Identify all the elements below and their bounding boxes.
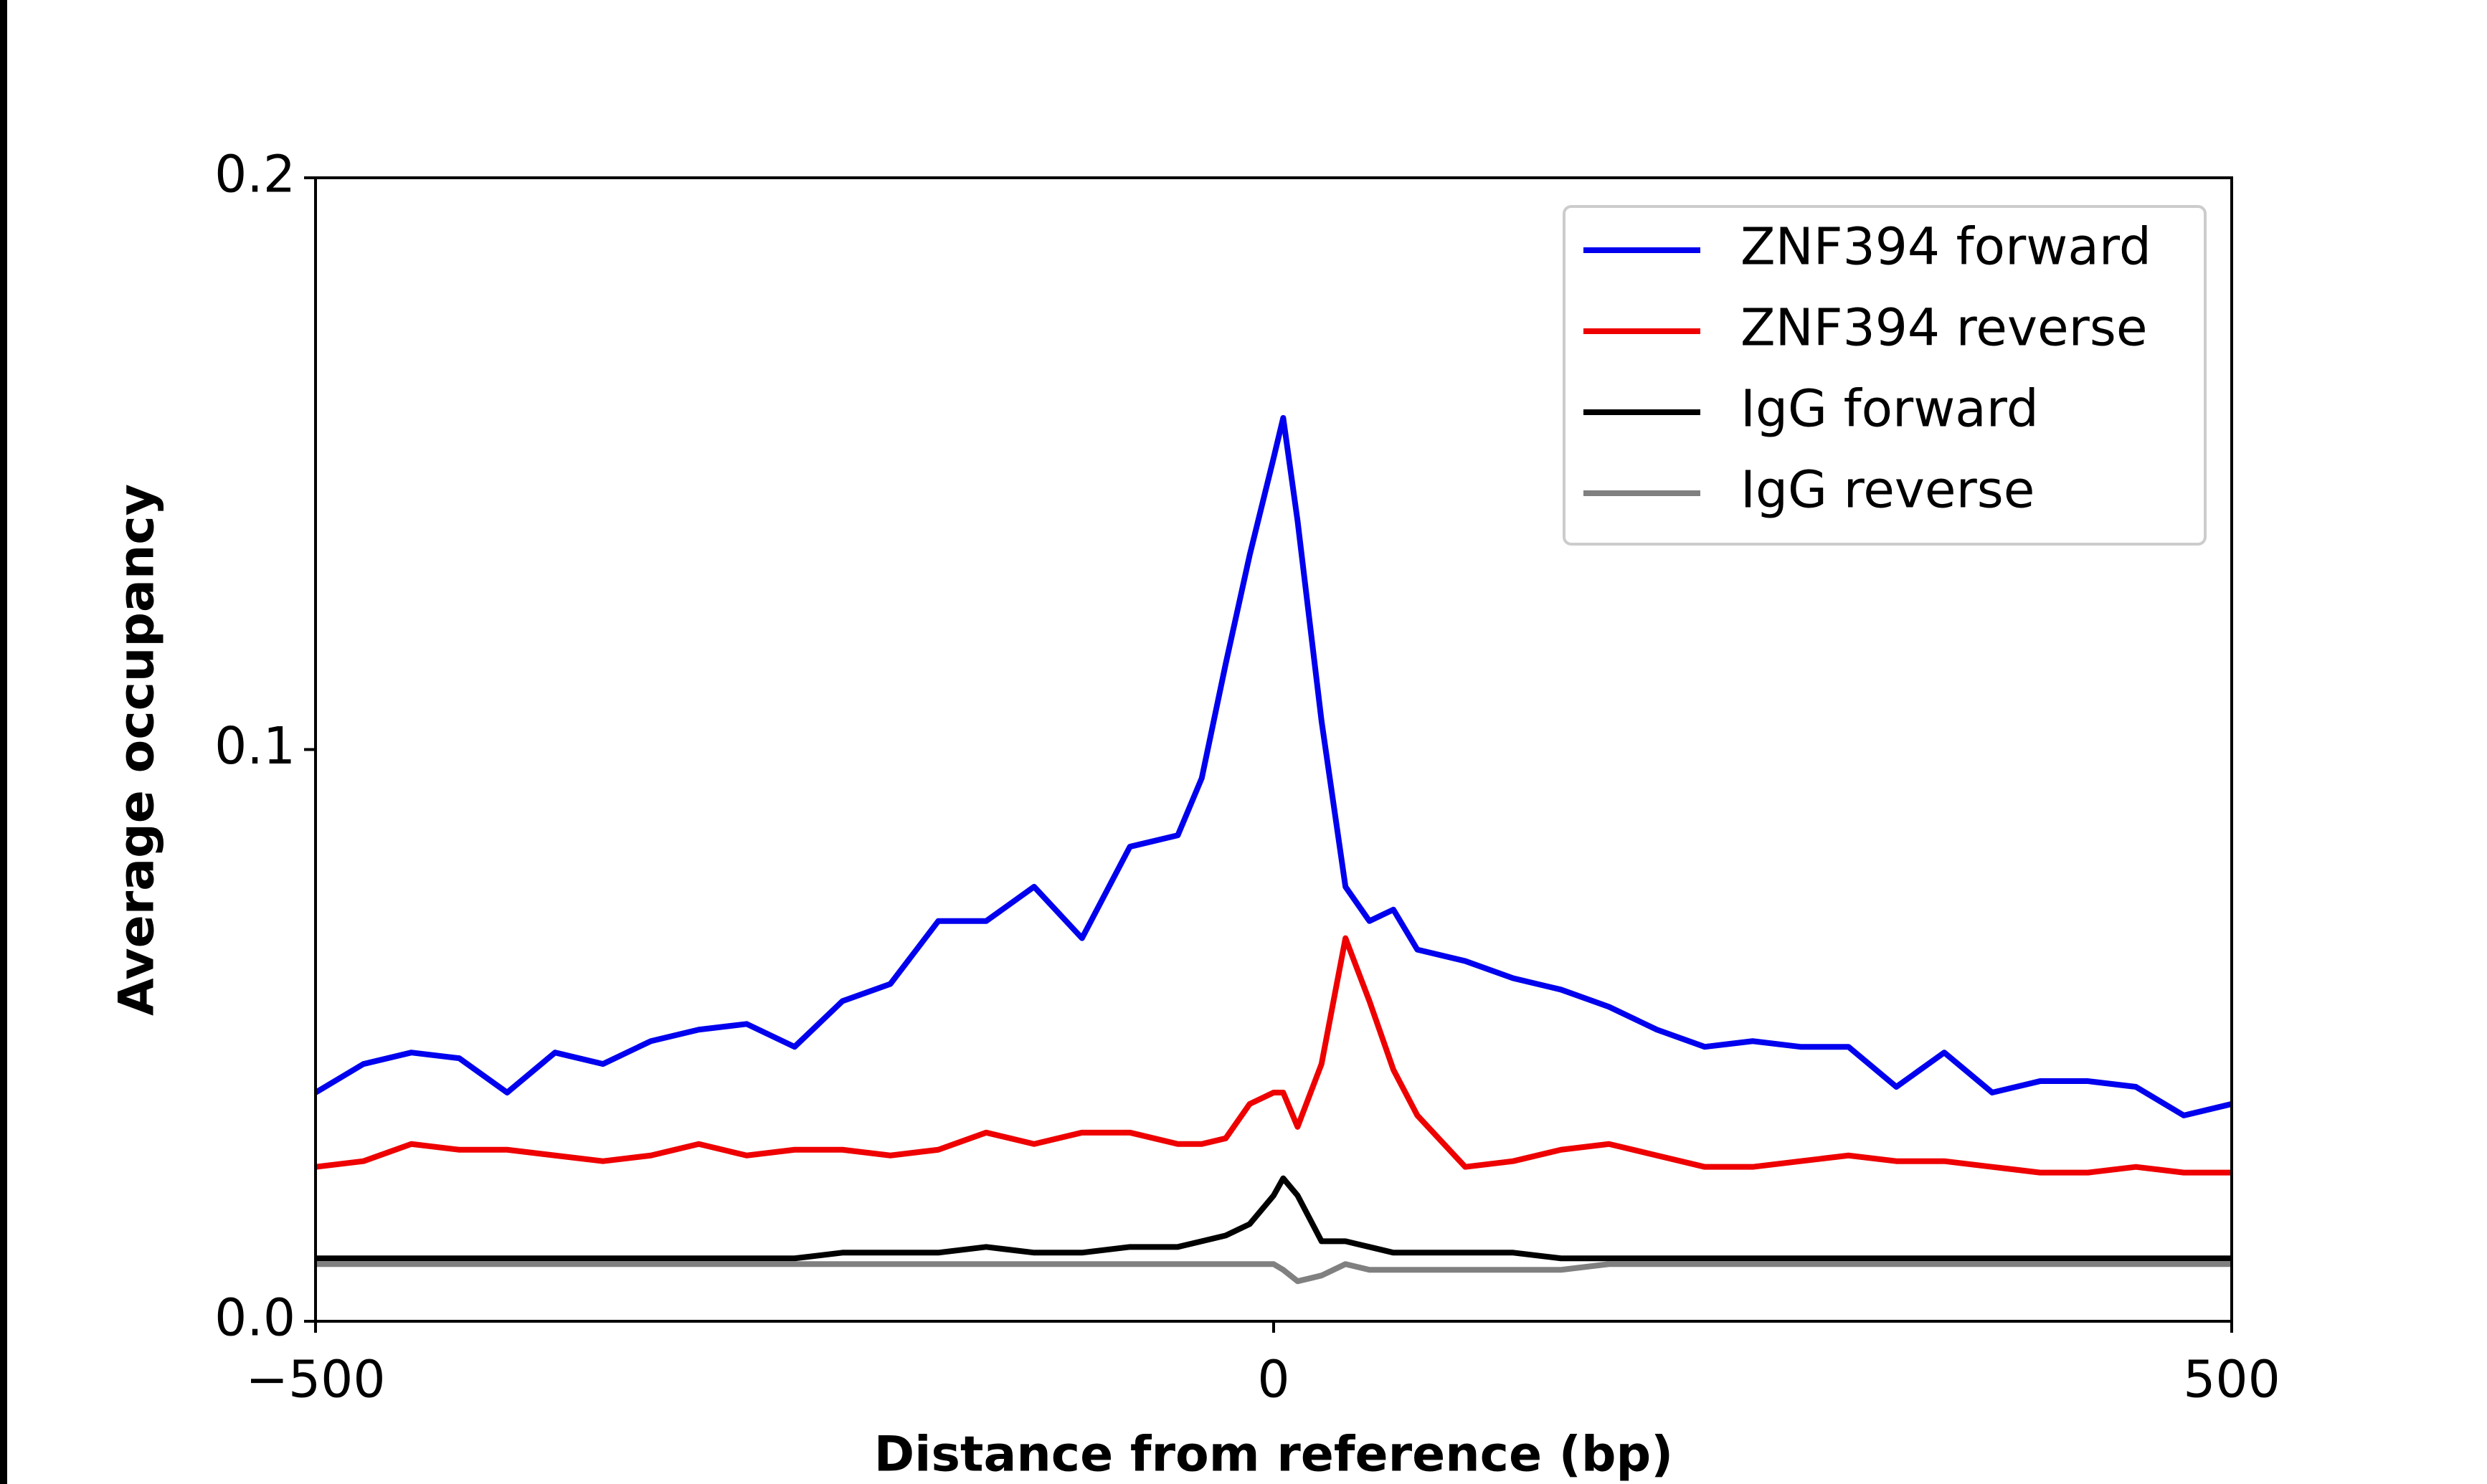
edge — [0, 0, 7, 1484]
y-tick-label: 0.2 — [214, 145, 295, 204]
series-line — [316, 1261, 2232, 1285]
y-axis-label: Average occupancy — [109, 484, 166, 1016]
y-tick-label: 0.0 — [214, 1288, 295, 1348]
plot-frame — [314, 176, 2233, 1323]
legend-label: IgG reverse — [1740, 460, 2034, 520]
series-line — [313, 414, 2232, 1118]
series-line — [316, 1175, 2232, 1262]
y-tick-label: 0.1 — [214, 716, 295, 776]
series-line — [315, 935, 2232, 1176]
x-tick-label: 500 — [2183, 1350, 2280, 1409]
legend-label: IgG forward — [1740, 379, 2039, 439]
x-axis-label: Distance from reference (bp) — [874, 1427, 1674, 1483]
x-tick-label: −500 — [245, 1350, 385, 1409]
legend-box — [1563, 205, 2207, 546]
x-tick-label: 0 — [1257, 1350, 1289, 1409]
legend-label: ZNF394 forward — [1740, 217, 2151, 277]
legend-label: ZNF394 reverse — [1740, 298, 2148, 358]
